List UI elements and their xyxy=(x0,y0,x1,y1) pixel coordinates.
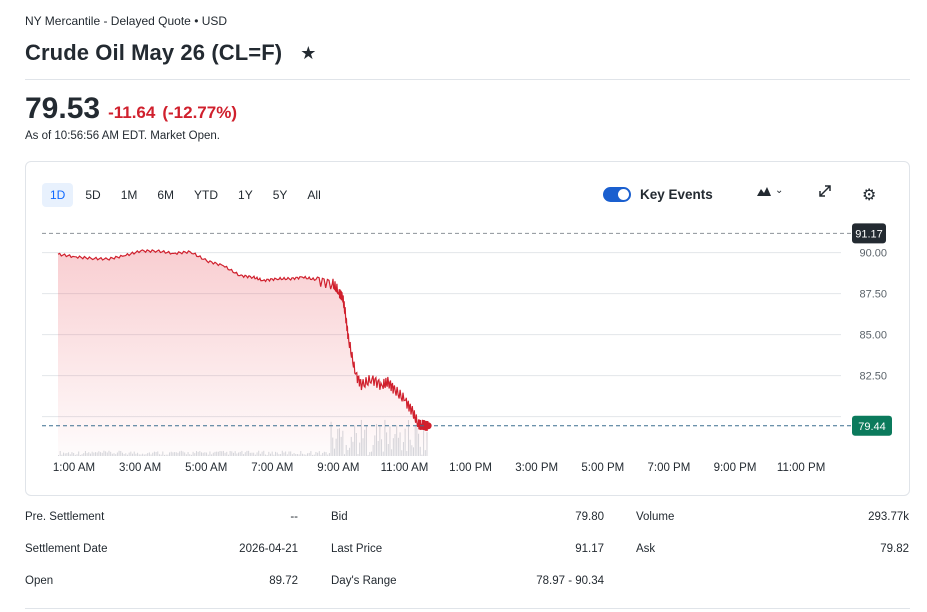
stat-value: 293.77k xyxy=(868,511,909,523)
range-tab-6m[interactable]: 6M xyxy=(157,188,175,202)
divider xyxy=(25,79,910,80)
range-tab-5y[interactable]: 5Y xyxy=(272,188,288,202)
last-price-tag xyxy=(852,415,892,436)
chart-card: 1D 5D 1M 6M YTD 1Y 5Y All Key Events ⌄ ⚙… xyxy=(25,161,910,496)
x-tick-label: 7:00 AM xyxy=(251,462,293,474)
current-price: 79.53 xyxy=(25,92,101,125)
x-tick-label: 7:00 PM xyxy=(647,462,690,474)
divider xyxy=(25,608,910,609)
x-tick-label: 9:00 AM xyxy=(317,462,359,474)
price-change-percent: (-12.77%) xyxy=(162,103,237,122)
x-tick-label: 5:00 AM xyxy=(185,462,227,474)
stat-label: Open xyxy=(25,575,54,587)
range-tab-1y[interactable]: 1Y xyxy=(238,188,253,202)
stat-label: Day's Range xyxy=(331,575,397,587)
range-tab-1d[interactable]: 1D xyxy=(42,183,74,207)
x-tick-label: 1:00 AM xyxy=(53,462,95,474)
price-area xyxy=(58,249,429,456)
gear-icon: ⚙ xyxy=(862,187,877,204)
last-price-dot xyxy=(424,422,432,430)
range-tab-all[interactable]: All xyxy=(307,188,321,202)
title-row: Crude Oil May 26 (CL=F) ★ xyxy=(25,40,316,66)
x-tick-label: 3:00 PM xyxy=(515,462,558,474)
x-tick-label: 5:00 PM xyxy=(581,462,624,474)
expand-button[interactable] xyxy=(819,185,831,197)
stat-value: 91.17 xyxy=(575,543,604,555)
star-icon[interactable]: ★ xyxy=(300,43,317,63)
y-tick-label: 85.00 xyxy=(859,330,887,342)
x-tick-label: 11:00 PM xyxy=(777,462,825,474)
price-chart[interactable]: 91.17 79.44 90.00 87.50 85.00 82.50 1:00 AM 3… xyxy=(26,162,911,497)
stat-label: Pre. Settlement xyxy=(25,511,105,523)
range-tab-ytd[interactable]: YTD xyxy=(194,188,219,202)
stat-value: 78.97 - 90.34 xyxy=(536,575,604,587)
stat-label: Ask xyxy=(636,543,656,555)
x-tick-label: 9:00 PM xyxy=(714,462,757,474)
stat-label: Volume xyxy=(636,511,675,523)
last-price-value: 79.44 xyxy=(858,421,886,433)
chart-markers: 91.17 79.44 xyxy=(42,223,892,436)
page-title: Crude Oil May 26 (CL=F) xyxy=(25,40,283,65)
y-tick-label: 87.50 xyxy=(859,289,887,301)
mountain-chart-icon xyxy=(757,186,771,196)
range-tab-1m[interactable]: 1M xyxy=(120,188,138,202)
previous-settlement-value: 91.17 xyxy=(855,228,883,240)
stat-value: 79.82 xyxy=(880,543,909,555)
quote-timestamp: As of 10:56:56 AM EDT. Market Open. xyxy=(25,130,220,142)
exchange-info: NY Mercantile - Delayed Quote • USD xyxy=(25,14,228,28)
chart-type-button[interactable]: ⌄ xyxy=(757,185,783,196)
price-change: -11.64 xyxy=(108,103,156,122)
y-tick-label: 82.50 xyxy=(859,371,887,383)
stat-label: Bid xyxy=(331,511,348,523)
key-events-label: Key Events xyxy=(640,187,713,202)
range-tabs: 1D 5D 1M 6M YTD 1Y 5Y All xyxy=(42,183,329,207)
stat-value: -- xyxy=(290,511,298,523)
key-events-toggle[interactable] xyxy=(603,187,631,202)
x-tick-label: 3:00 AM xyxy=(119,462,161,474)
stat-value: 2026-04-21 xyxy=(239,543,298,555)
previous-settlement-tag xyxy=(852,223,886,244)
y-axis: 90.00 87.50 85.00 82.50 xyxy=(859,248,887,383)
y-tick-label: 90.00 xyxy=(859,248,887,260)
quote-price-row: 79.53 -11.64 (-12.77%) xyxy=(25,92,237,126)
stat-label: Settlement Date xyxy=(25,543,108,555)
stat-value: 79.80 xyxy=(575,511,604,523)
expand-icon xyxy=(819,185,831,197)
key-events-control: Key Events xyxy=(603,187,713,202)
x-tick-label: 1:00 PM xyxy=(449,462,492,474)
price-line xyxy=(57,249,429,431)
range-tab-5d[interactable]: 5D xyxy=(85,188,101,202)
toggle-knob xyxy=(618,189,629,200)
stat-value: 89.72 xyxy=(269,575,298,587)
x-tick-label: 11:00 AM xyxy=(381,462,429,474)
chevron-down-icon: ⌄ xyxy=(775,185,784,196)
settings-button[interactable]: ⚙ xyxy=(862,185,876,205)
x-axis: 1:00 AM 3:00 AM 5:00 AM 7:00 AM 9:00 AM 11:00… xyxy=(53,462,825,474)
stat-label: Last Price xyxy=(331,543,383,555)
